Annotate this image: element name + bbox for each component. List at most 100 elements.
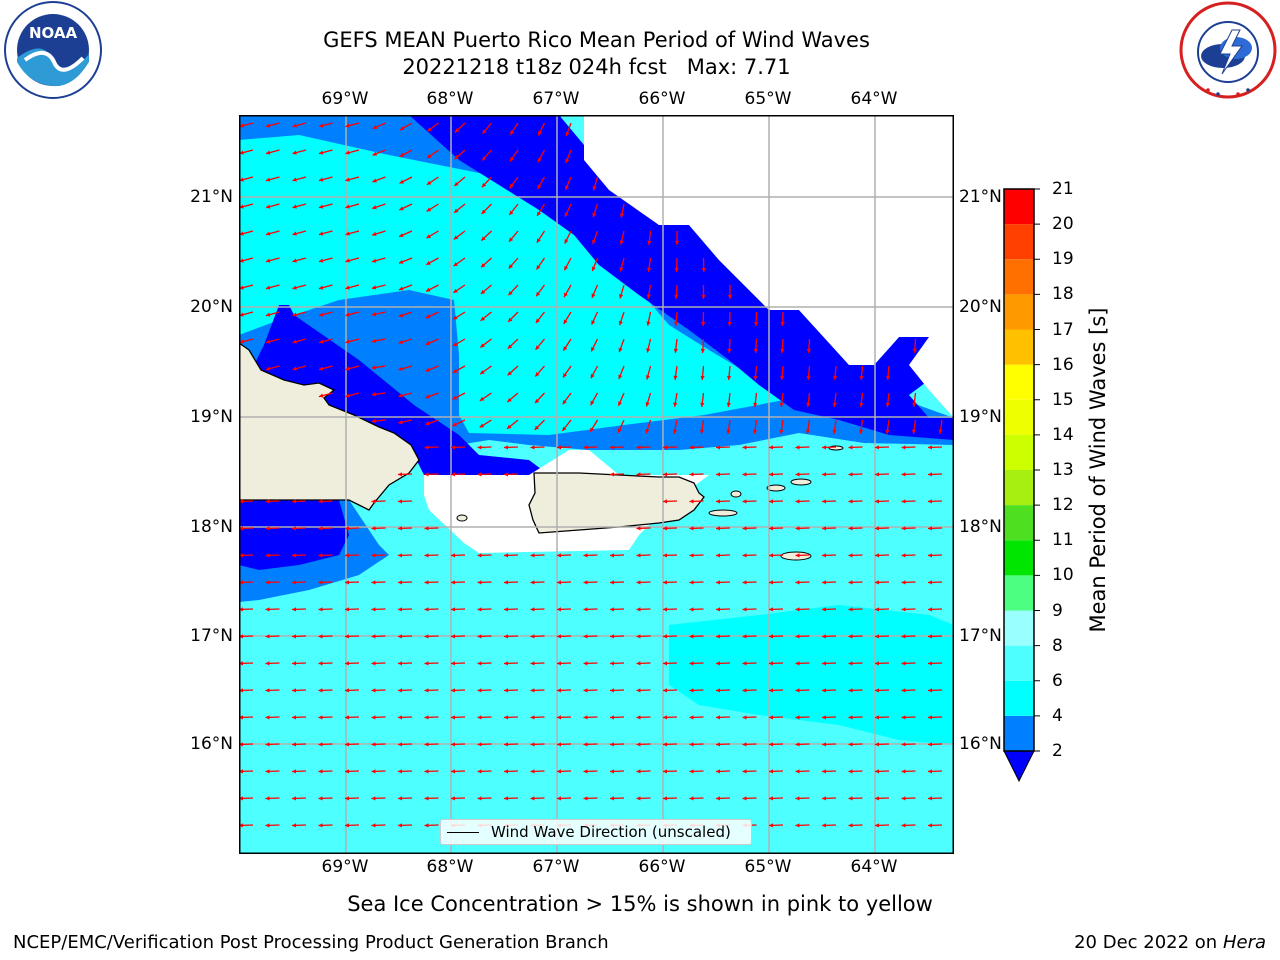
- wind-wave-arrow-head: [371, 742, 376, 747]
- wind-wave-arrow-head: [424, 553, 429, 558]
- wind-wave-arrow-head: [537, 157, 542, 163]
- wind-wave-arrow-head: [822, 796, 827, 801]
- wind-wave-arrow-head: [345, 339, 350, 344]
- wind-wave-arrow-head: [583, 769, 588, 774]
- wind-wave-arrow-head: [610, 661, 615, 666]
- wind-wave-arrow-head: [398, 580, 403, 585]
- wind-wave-arrow-head: [848, 526, 853, 531]
- wind-wave-arrow-head: [345, 526, 350, 531]
- lon-label-bottom-67w: 67°W: [532, 857, 580, 877]
- national-weather-service-logo-icon: [1179, 1, 1277, 99]
- wind-wave-arrow-head: [398, 769, 403, 774]
- wind-wave-arrow-head: [716, 526, 721, 531]
- wind-wave-arrow-head: [318, 823, 323, 828]
- wind-wave-arrow-head: [928, 796, 933, 801]
- wind-wave-arrow-head: [292, 231, 297, 236]
- wind-wave-arrow-head: [424, 634, 429, 639]
- wind-wave-arrow-head: [454, 208, 459, 213]
- wind-wave-arrow-head: [592, 186, 597, 191]
- wind-wave-arrow-head: [769, 796, 774, 801]
- lat-label-left-19n: 19°N: [190, 407, 233, 427]
- wind-wave-arrow-head: [318, 339, 324, 344]
- wind-wave-arrow-head: [610, 607, 615, 612]
- wind-wave-arrow-head: [479, 423, 485, 428]
- wind-wave-arrow-head: [265, 796, 270, 801]
- land-culebra: [730, 490, 742, 498]
- wind-wave-arrow-head: [504, 796, 509, 801]
- wind-wave-arrow-head: [928, 634, 933, 639]
- wind-wave-arrow-head: [742, 553, 747, 558]
- wind-wave-arrow-head: [318, 634, 323, 639]
- colorbar-tick-label: 19: [1052, 249, 1074, 270]
- wind-wave-arrow-head: [318, 177, 324, 182]
- wind-wave-arrow-head: [592, 239, 597, 245]
- wind-wave-arrow-head: [535, 345, 540, 350]
- wind-wave-arrow-head: [848, 796, 853, 801]
- wind-wave-arrow-head: [318, 607, 323, 612]
- wind-wave-arrow-head: [928, 553, 933, 558]
- wind-wave-arrow-head: [636, 526, 641, 531]
- wind-wave-arrow-head: [769, 499, 774, 504]
- land-st-thomas: [766, 484, 786, 492]
- wind-wave-arrow-head: [424, 688, 429, 693]
- wind-wave-arrow-head: [239, 499, 244, 504]
- wind-wave-arrow-head: [399, 233, 404, 238]
- lat-label-right-18n: 18°N: [959, 517, 1002, 537]
- wind-wave-arrow-head: [509, 237, 514, 242]
- wind-wave-arrow-head: [646, 348, 651, 353]
- wind-wave-arrow-head: [619, 213, 625, 218]
- wind-wave-arrow-head: [507, 344, 513, 349]
- wind-wave-arrow-head: [371, 607, 376, 612]
- wind-wave-arrow-head: [663, 661, 668, 666]
- wind-wave-arrow-head: [673, 348, 678, 353]
- colorbar-tick-label: 16: [1052, 354, 1074, 375]
- wind-wave-arrow-head: [769, 553, 774, 558]
- wind-wave-arrow-head: [536, 238, 541, 243]
- wind-wave-arrow-head: [822, 661, 827, 666]
- wind-wave-arrow-head: [769, 634, 774, 639]
- wind-wave-arrow-head: [564, 292, 568, 298]
- wind-wave-arrow-head: [795, 472, 800, 477]
- no-data-area-north: [559, 115, 954, 418]
- wind-wave-arrow-head: [928, 445, 933, 450]
- wind-wave-arrow-head: [885, 402, 890, 407]
- wind-wave-arrow-head: [674, 294, 679, 299]
- sea-ice-caption: Sea Ice Concentration > 15% is shown in …: [347, 892, 933, 916]
- wind-wave-arrow-head: [504, 715, 509, 720]
- wind-wave-arrow-head: [451, 553, 456, 558]
- wind-wave-arrow-head: [345, 258, 350, 263]
- wind-wave-arrow-head: [425, 314, 431, 319]
- wind-wave-arrow-head: [848, 553, 853, 558]
- wind-wave-arrow-head: [372, 125, 378, 130]
- wind-wave-arrow-head: [425, 367, 431, 372]
- wind-wave-arrow-head: [564, 265, 569, 271]
- wind-wave-arrow-head: [848, 580, 853, 585]
- wind-wave-arrow-head: [510, 130, 515, 135]
- wind-wave-arrow-head: [805, 429, 811, 434]
- wind-wave-arrow-head: [822, 499, 827, 504]
- wind-wave-arrow-head: [371, 715, 376, 720]
- wind-wave-arrow-head: [928, 499, 933, 504]
- wind-wave-arrow-head: [425, 394, 430, 399]
- wind-wave-arrow-head: [636, 580, 641, 585]
- lat-label-left-18n: 18°N: [190, 517, 233, 537]
- wind-wave-arrow-head: [701, 295, 706, 299]
- wind-wave-arrow-head: [583, 796, 588, 801]
- wind-wave-arrow-head: [610, 580, 615, 585]
- wind-wave-arrow-head: [292, 312, 297, 317]
- wind-wave-arrow-head: [885, 375, 891, 380]
- wind-wave-arrow-head: [565, 185, 570, 190]
- wind-wave-arrow-head: [700, 348, 706, 353]
- wind-wave-arrow-head: [591, 293, 596, 298]
- wind-wave-arrow-head: [663, 742, 668, 747]
- wind-wave-arrow-head: [557, 553, 562, 558]
- wind-wave-arrow-head: [875, 742, 880, 747]
- wind-wave-arrow-head: [239, 769, 244, 774]
- wind-wave-arrow-head: [481, 209, 486, 214]
- wind-wave-arrow-head: [345, 553, 350, 558]
- wind-wave-arrow-head: [239, 742, 244, 747]
- wind-wave-arrow-head: [477, 661, 482, 666]
- wind-wave-arrow-head: [292, 715, 297, 720]
- wind-wave-arrow-head: [557, 580, 562, 585]
- wind-wave-arrow-head: [530, 553, 535, 558]
